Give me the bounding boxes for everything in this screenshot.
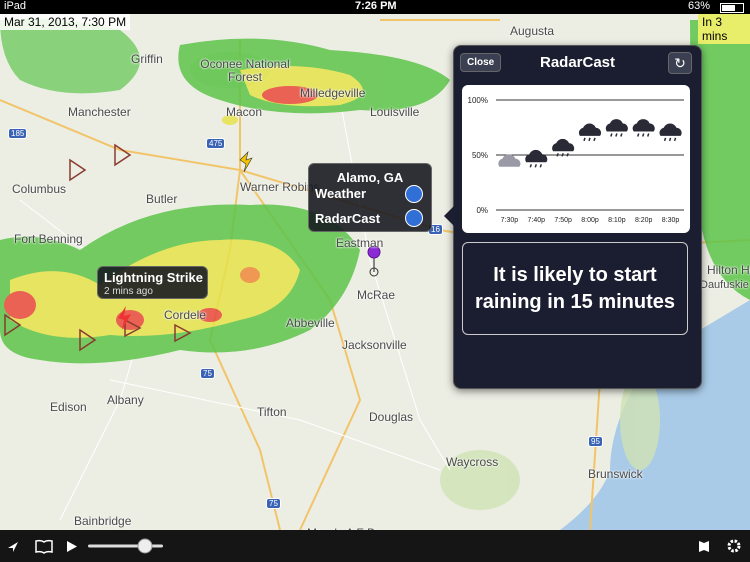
- x-tick-label: 8:10p: [608, 217, 626, 224]
- highway-shield: 475: [206, 138, 226, 149]
- device-name: iPad: [4, 0, 27, 12]
- lightning-markers: [4, 143, 192, 352]
- map-label: Albany: [107, 393, 144, 407]
- status-bar: iPad 7:26 PM 63%: [0, 0, 750, 14]
- map-label: Douglas: [369, 410, 414, 424]
- lightning-callout[interactable]: Lightning Strike 2 mins ago: [97, 266, 208, 299]
- locate-button[interactable]: [8, 542, 18, 552]
- map-label: Cordele: [164, 308, 207, 322]
- rain-cloud: [659, 123, 682, 136]
- x-tick-label: 8:00p: [581, 217, 599, 224]
- play-button[interactable]: [67, 541, 77, 552]
- settings-button[interactable]: [727, 539, 741, 553]
- radar-timestamp: Mar 31, 2013, 7:30 PM: [0, 14, 131, 30]
- highway-shield: 95: [588, 436, 603, 447]
- rain-drops: [556, 153, 569, 157]
- radarcast-popover: Close RadarCast ↻ 0% 50% 100% 7:30p 7:40p 7:5…: [444, 45, 702, 389]
- rain-cloud: [525, 149, 548, 163]
- map-label: McRae: [357, 288, 396, 302]
- toolbar-icons: [8, 538, 741, 554]
- rain-drops: [583, 137, 596, 142]
- map-label: Warner Robins: [240, 180, 320, 194]
- callout-row[interactable]: Weather: [315, 186, 367, 201]
- y-tick-label: 100%: [468, 96, 488, 105]
- map-label: Manchester: [68, 105, 131, 119]
- map-label: Griffin: [131, 52, 163, 66]
- forecast-badge: In 3 mins: [698, 14, 750, 44]
- disclosure-button[interactable]: [405, 185, 423, 203]
- rain-cloud: [498, 154, 521, 167]
- map-label: Fort Benning: [14, 232, 83, 246]
- x-tick-label: 8:30p: [662, 217, 680, 224]
- map-label: Edison: [50, 400, 87, 414]
- map-label: Columbus: [12, 182, 67, 196]
- rain-drops: [529, 164, 542, 168]
- radarcast-chart: 0% 50% 100% 7:30p 7:40p 7:50p 8:00p 8:10p 8:20p 8…: [462, 85, 690, 233]
- layers-button[interactable]: [699, 541, 709, 552]
- crosshair: [369, 267, 379, 277]
- x-tick-label: 8:20p: [635, 217, 653, 224]
- close-button[interactable]: Close: [460, 53, 502, 72]
- map-label: Macon: [226, 105, 263, 119]
- map-label: Hilton Head: [707, 263, 750, 277]
- map-label: Tifton: [257, 405, 287, 419]
- callout-title: Alamo, GA: [336, 170, 404, 185]
- map-label: Butler: [146, 192, 178, 206]
- y-tick-label: 0%: [476, 206, 488, 215]
- location-callout[interactable]: Alamo, GA Weather RadarCast: [308, 163, 432, 232]
- callout-row[interactable]: RadarCast: [315, 211, 381, 226]
- forecast-message: It is likely to start raining in 15 minu…: [462, 242, 688, 335]
- rain-drops: [637, 133, 650, 137]
- map-label: Daufuskie Island: [700, 279, 750, 291]
- callout-title: Lightning Strike: [104, 270, 203, 285]
- map-label: Jacksonville: [342, 338, 407, 352]
- toolbar: [0, 530, 750, 562]
- map-label: Abbeville: [286, 316, 335, 330]
- callout-subtitle: 2 mins ago: [104, 286, 153, 297]
- map-label: Oconee National Forest: [200, 57, 290, 84]
- map-label: Bainbridge: [74, 514, 132, 528]
- lightning-bolt: [118, 306, 131, 330]
- location-pin[interactable]: [367, 245, 381, 259]
- rain-drops: [663, 137, 677, 142]
- bookmarks-button[interactable]: [35, 539, 53, 554]
- refresh-button[interactable]: ↻: [668, 52, 692, 74]
- x-tick-label: 7:30p: [501, 217, 519, 224]
- x-tick-label: 7:50p: [554, 217, 572, 224]
- battery-icon: [720, 3, 744, 13]
- popover-arrow: [444, 206, 454, 226]
- slider-thumb[interactable]: [137, 538, 153, 554]
- lightning-bolt: [239, 151, 253, 173]
- rain-cloud: [578, 123, 601, 136]
- battery-percent: 63%: [688, 0, 711, 12]
- popover-title: RadarCast: [539, 54, 616, 71]
- map-label: Augusta: [510, 24, 555, 38]
- map-label: Waycross: [446, 455, 499, 469]
- rain-cloud: [552, 138, 575, 152]
- highway-shield: 185: [8, 128, 28, 139]
- rain-drops: [610, 133, 623, 137]
- highway-shield: 75: [266, 498, 281, 509]
- rain-cloud: [632, 119, 655, 132]
- map-label: Milledgeville: [300, 86, 366, 100]
- x-tick-label: 7:40p: [528, 217, 546, 224]
- clock: 7:26 PM: [355, 0, 397, 12]
- map-label: Louisville: [370, 105, 420, 119]
- y-tick-label: 50%: [472, 151, 488, 160]
- highway-shield: 75: [200, 368, 215, 379]
- map-label: Brunswick: [588, 467, 643, 481]
- rain-cloud: [605, 119, 628, 132]
- disclosure-button[interactable]: [405, 209, 423, 227]
- map-label: Eastman: [336, 236, 384, 250]
